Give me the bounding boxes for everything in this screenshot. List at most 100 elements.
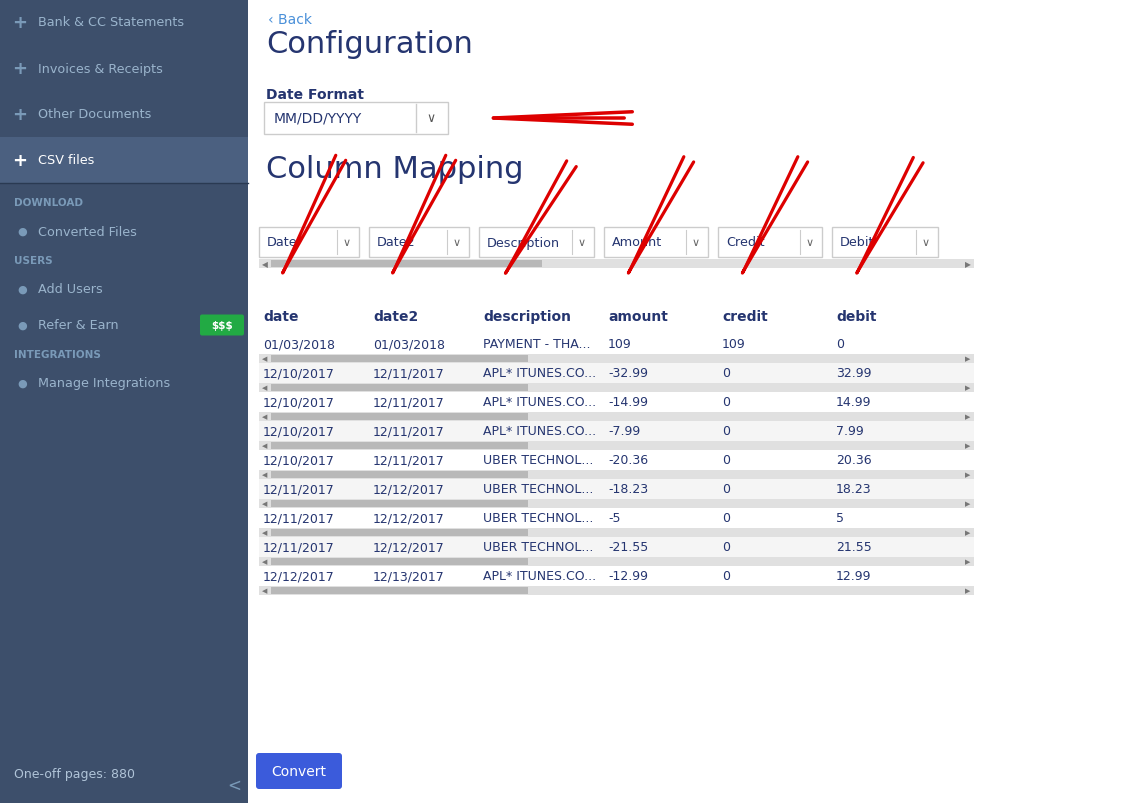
Text: Add Users: Add Users: [38, 283, 102, 296]
Text: 0: 0: [721, 570, 729, 583]
Text: ▶: ▶: [965, 385, 971, 391]
Text: ▶: ▶: [965, 501, 971, 507]
Text: Amount: Amount: [612, 236, 662, 249]
Bar: [259, 479, 974, 499]
Bar: [271, 356, 528, 362]
Text: Invoices & Receipts: Invoices & Receipts: [38, 63, 163, 75]
Text: UBER TECHNOL...: UBER TECHNOL...: [483, 541, 593, 554]
Text: ◀: ◀: [263, 588, 267, 593]
Text: ∨: ∨: [806, 238, 814, 247]
Bar: [0, 0, 248, 46]
Text: 01/03/2018: 01/03/2018: [263, 338, 335, 351]
Text: 0: 0: [721, 425, 729, 438]
Text: ▶: ▶: [965, 414, 971, 420]
Text: description: description: [483, 310, 571, 324]
Text: -20.36: -20.36: [608, 454, 649, 467]
Text: Column Mapping: Column Mapping: [266, 155, 523, 184]
Text: 12/11/2017: 12/11/2017: [263, 541, 335, 554]
Text: Date: Date: [267, 236, 298, 249]
Text: ▶: ▶: [965, 588, 971, 593]
Bar: [259, 557, 974, 566]
Text: -14.99: -14.99: [608, 396, 648, 409]
Text: 109: 109: [608, 338, 632, 351]
FancyBboxPatch shape: [718, 228, 822, 258]
Text: ◀: ◀: [262, 259, 267, 269]
Text: ◀: ◀: [263, 356, 267, 362]
FancyBboxPatch shape: [604, 228, 708, 258]
Text: ●: ●: [17, 378, 27, 389]
Text: APL* ITUNES.CO...: APL* ITUNES.CO...: [483, 570, 596, 583]
Text: ∨: ∨: [578, 238, 586, 247]
Bar: [259, 422, 974, 442]
Bar: [271, 385, 528, 392]
Text: credit: credit: [721, 310, 768, 324]
Text: amount: amount: [608, 310, 668, 324]
Text: Description: Description: [487, 236, 560, 249]
Text: 32.99: 32.99: [836, 367, 872, 380]
Text: 12/12/2017: 12/12/2017: [373, 541, 445, 554]
Bar: [259, 364, 974, 384]
Text: 12/13/2017: 12/13/2017: [373, 570, 445, 583]
Bar: [259, 471, 974, 479]
Text: <: <: [226, 776, 241, 794]
Text: APL* ITUNES.CO...: APL* ITUNES.CO...: [483, 367, 596, 380]
Text: 0: 0: [721, 454, 729, 467]
Text: ◀: ◀: [263, 472, 267, 478]
Text: 0: 0: [721, 367, 729, 380]
Text: +: +: [13, 14, 27, 32]
Text: ▶: ▶: [965, 259, 971, 269]
Bar: [259, 393, 974, 413]
Bar: [0, 0, 248, 803]
Text: ●: ●: [17, 284, 27, 295]
Text: 12/11/2017: 12/11/2017: [373, 396, 445, 409]
Text: 109: 109: [721, 338, 745, 351]
Text: Date2: Date2: [377, 236, 415, 249]
Bar: [271, 414, 528, 421]
Bar: [271, 471, 528, 479]
Text: Bank & CC Statements: Bank & CC Statements: [38, 17, 184, 30]
Bar: [0, 138, 248, 184]
Bar: [259, 335, 974, 355]
FancyBboxPatch shape: [256, 753, 343, 789]
Text: -5: -5: [608, 512, 620, 525]
Text: 12/10/2017: 12/10/2017: [263, 425, 335, 438]
FancyBboxPatch shape: [264, 103, 448, 135]
Text: 14.99: 14.99: [836, 396, 872, 409]
Bar: [259, 499, 974, 508]
Text: Configuration: Configuration: [266, 30, 473, 59]
Text: UBER TECHNOL...: UBER TECHNOL...: [483, 512, 593, 525]
Text: -18.23: -18.23: [608, 483, 649, 496]
Text: 20.36: 20.36: [836, 454, 872, 467]
Text: APL* ITUNES.CO...: APL* ITUNES.CO...: [483, 425, 596, 438]
Text: Convert: Convert: [272, 764, 327, 778]
FancyBboxPatch shape: [259, 228, 358, 258]
Text: 0: 0: [836, 338, 844, 351]
Bar: [271, 500, 528, 507]
Bar: [259, 566, 974, 586]
Bar: [0, 46, 248, 92]
Text: ‹ Back: ‹ Back: [269, 13, 312, 27]
Text: 12/12/2017: 12/12/2017: [373, 483, 445, 496]
Text: Credit: Credit: [726, 236, 765, 249]
Bar: [271, 587, 528, 594]
Text: -12.99: -12.99: [608, 570, 648, 583]
Text: CSV files: CSV files: [38, 154, 94, 167]
Text: ●: ●: [17, 320, 27, 331]
Bar: [259, 450, 974, 471]
Text: 7.99: 7.99: [836, 425, 864, 438]
Text: 21.55: 21.55: [836, 541, 872, 554]
Text: -7.99: -7.99: [608, 425, 641, 438]
Bar: [271, 261, 542, 267]
Bar: [259, 442, 974, 450]
FancyBboxPatch shape: [832, 228, 938, 258]
Text: -32.99: -32.99: [608, 367, 648, 380]
Text: 0: 0: [721, 541, 729, 554]
Text: ◀: ◀: [263, 530, 267, 536]
FancyBboxPatch shape: [200, 315, 244, 336]
Text: 12/11/2017: 12/11/2017: [373, 425, 445, 438]
FancyBboxPatch shape: [479, 228, 594, 258]
FancyBboxPatch shape: [369, 228, 469, 258]
Text: Other Documents: Other Documents: [38, 108, 151, 121]
Text: APL* ITUNES.CO...: APL* ITUNES.CO...: [483, 396, 596, 409]
Text: ∨: ∨: [922, 238, 930, 247]
